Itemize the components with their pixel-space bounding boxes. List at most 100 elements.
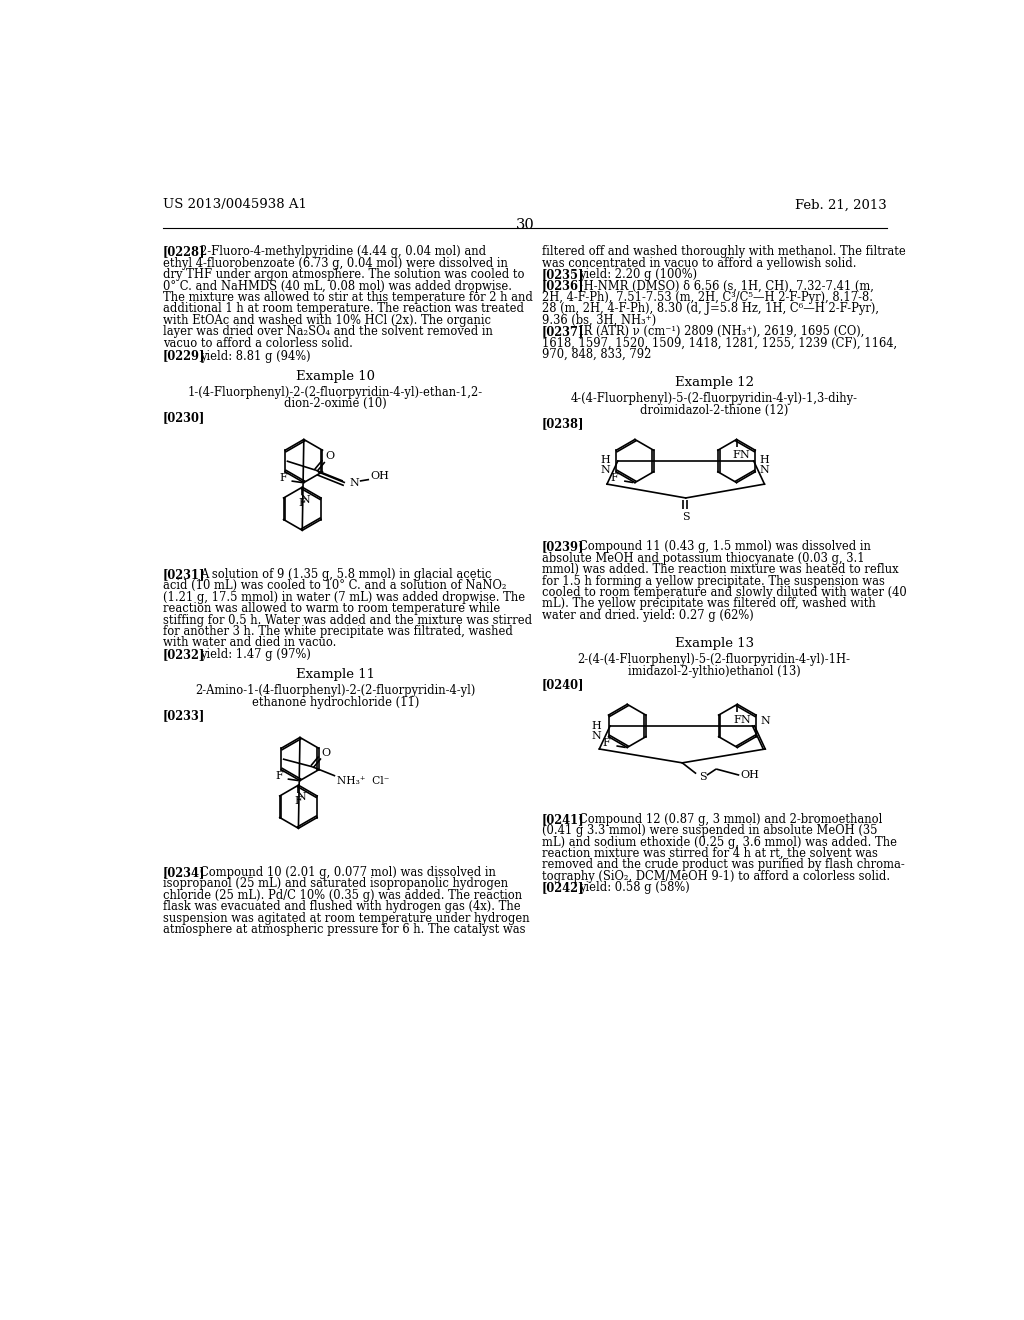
Text: for another 3 h. The white precipitate was filtrated, washed: for another 3 h. The white precipitate w… (163, 624, 513, 638)
Text: 0° C. and NaHMDS (40 mL, 0.08 mol) was added dropwise.: 0° C. and NaHMDS (40 mL, 0.08 mol) was a… (163, 280, 512, 293)
Text: [0229]: [0229] (163, 350, 206, 363)
Text: 970, 848, 833, 792: 970, 848, 833, 792 (542, 348, 651, 360)
Text: cooled to room temperature and slowly diluted with water (40: cooled to room temperature and slowly di… (542, 586, 906, 599)
Text: [0230]: [0230] (163, 411, 205, 424)
Text: Compound 12 (0.87 g, 3 mmol) and 2-bromoethanol: Compound 12 (0.87 g, 3 mmol) and 2-bromo… (579, 813, 882, 826)
Text: N: N (349, 478, 358, 487)
Text: [0239]: [0239] (542, 540, 585, 553)
Text: acid (10 mL) was cooled to 10° C. and a solution of NaNO₂: acid (10 mL) was cooled to 10° C. and a … (163, 579, 507, 593)
Text: 2-Fluoro-4-methylpyridine (4.44 g, 0.04 mol) and: 2-Fluoro-4-methylpyridine (4.44 g, 0.04 … (200, 246, 486, 259)
Text: water and dried. yield: 0.27 g (62%): water and dried. yield: 0.27 g (62%) (542, 609, 754, 622)
Text: reaction was allowed to warm to room temperature while: reaction was allowed to warm to room tem… (163, 602, 500, 615)
Text: [0235]: [0235] (542, 268, 585, 281)
Text: Compound 10 (2.01 g, 0.077 mol) was dissolved in: Compound 10 (2.01 g, 0.077 mol) was diss… (200, 866, 496, 879)
Text: H
N: H N (601, 455, 610, 475)
Text: NH₃⁺  Cl⁻: NH₃⁺ Cl⁻ (337, 776, 389, 785)
Text: [0232]: [0232] (163, 648, 205, 661)
Text: Compound 11 (0.43 g, 1.5 mmol) was dissolved in: Compound 11 (0.43 g, 1.5 mmol) was disso… (579, 540, 870, 553)
Text: [0240]: [0240] (542, 678, 585, 692)
Text: A solution of 9 (1.35 g, 5.8 mmol) in glacial acetic: A solution of 9 (1.35 g, 5.8 mmol) in gl… (200, 568, 492, 581)
Text: Feb. 21, 2013: Feb. 21, 2013 (795, 198, 887, 211)
Text: droimidazol-2-thione (12): droimidazol-2-thione (12) (640, 404, 788, 417)
Text: H
N: H N (591, 721, 601, 742)
Text: 2-Amino-1-(4-fluorphenyl)-2-(2-fluorpyridin-4-yl): 2-Amino-1-(4-fluorphenyl)-2-(2-fluorpyri… (196, 684, 475, 697)
Text: ethyl 4-fluorobenzoate (6.73 g, 0.04 mol) were dissolved in: ethyl 4-fluorobenzoate (6.73 g, 0.04 mol… (163, 257, 508, 269)
Text: N: N (739, 450, 750, 459)
Text: absolute MeOH and potassium thiocyanate (0.03 g, 3.1: absolute MeOH and potassium thiocyanate … (542, 552, 864, 565)
Text: mL). The yellow precipitate was filtered off, washed with: mL). The yellow precipitate was filtered… (542, 597, 876, 610)
Text: 1618, 1597, 1520, 1509, 1418, 1281, 1255, 1239 (CF), 1164,: 1618, 1597, 1520, 1509, 1418, 1281, 1255… (542, 337, 897, 350)
Text: tography (SiO₂, DCM/MeOH 9-1) to afford a colorless solid.: tography (SiO₂, DCM/MeOH 9-1) to afford … (542, 870, 890, 883)
Text: H
N: H N (760, 455, 769, 475)
Text: imidazol-2-ylthio)ethanol (13): imidazol-2-ylthio)ethanol (13) (628, 664, 801, 677)
Text: S: S (699, 772, 707, 781)
Text: mL) and sodium ethoxide (0.25 g, 3.6 mmol) was added. The: mL) and sodium ethoxide (0.25 g, 3.6 mmo… (542, 836, 897, 849)
Text: Example 13: Example 13 (675, 638, 754, 651)
Text: OH: OH (371, 471, 389, 482)
Text: additional 1 h at room temperature. The reaction was treated: additional 1 h at room temperature. The … (163, 302, 524, 315)
Text: O: O (322, 748, 331, 758)
Text: [0233]: [0233] (163, 709, 205, 722)
Text: Example 12: Example 12 (675, 376, 754, 389)
Text: 28 (m, 2H, 4-F-Ph), 8.30 (d, J=5.8 Hz, 1H, C⁶—H 2-F-Pyr),: 28 (m, 2H, 4-F-Ph), 8.30 (d, J=5.8 Hz, 1… (542, 302, 879, 315)
Text: [0237]: [0237] (542, 325, 585, 338)
Text: F: F (275, 771, 283, 781)
Text: N: N (761, 717, 770, 726)
Text: S: S (682, 512, 689, 521)
Text: N: N (297, 792, 306, 803)
Text: (0.41 g 3.3 mmol) were suspended in absolute MeOH (35: (0.41 g 3.3 mmol) were suspended in abso… (542, 824, 878, 837)
Text: [0234]: [0234] (163, 866, 206, 879)
Text: with EtOAc and washed with 10% HCl (2x). The organic: with EtOAc and washed with 10% HCl (2x).… (163, 314, 490, 327)
Text: F: F (298, 498, 306, 508)
Text: vacuo to afford a colorless solid.: vacuo to afford a colorless solid. (163, 337, 353, 350)
Text: 2-(4-(4-Fluorphenyl)-5-(2-fluorpyridin-4-yl)-1H-: 2-(4-(4-Fluorphenyl)-5-(2-fluorpyridin-4… (578, 653, 851, 667)
Text: ethanone hydrochloride (11): ethanone hydrochloride (11) (252, 696, 419, 709)
Text: mmol) was added. The reaction mixture was heated to reflux: mmol) was added. The reaction mixture wa… (542, 564, 898, 576)
Text: [0241]: [0241] (542, 813, 585, 826)
Text: F: F (733, 450, 740, 461)
Text: with water and died in vacuo.: with water and died in vacuo. (163, 636, 336, 649)
Text: yield: 2.20 g (100%): yield: 2.20 g (100%) (579, 268, 696, 281)
Text: dry THF under argon atmosphere. The solution was cooled to: dry THF under argon atmosphere. The solu… (163, 268, 524, 281)
Text: IR (ATR) ν (cm⁻¹) 2809 (NH₃⁺), 2619, 1695 (CO),: IR (ATR) ν (cm⁻¹) 2809 (NH₃⁺), 2619, 169… (579, 325, 864, 338)
Text: F: F (610, 473, 617, 483)
Text: stiffing for 0.5 h. Water was added and the mixture was stirred: stiffing for 0.5 h. Water was added and … (163, 614, 532, 627)
Text: reaction mixture was stirred for 4 h at rt, the solvent was: reaction mixture was stirred for 4 h at … (542, 847, 878, 861)
Text: [0236]: [0236] (542, 280, 585, 293)
Text: O: O (326, 451, 334, 462)
Text: 9.36 (bs, 3H, NH₃⁺): 9.36 (bs, 3H, NH₃⁺) (542, 314, 656, 327)
Text: 30: 30 (515, 218, 535, 232)
Text: ¹H-NMR (DMSO) δ 6.56 (s, 1H, CH), 7.32-7.41 (m,: ¹H-NMR (DMSO) δ 6.56 (s, 1H, CH), 7.32-7… (579, 280, 873, 293)
Text: for 1.5 h forming a yellow precipitate. The suspension was: for 1.5 h forming a yellow precipitate. … (542, 574, 885, 587)
Text: flask was evacuated and flushed with hydrogen gas (4x). The: flask was evacuated and flushed with hyd… (163, 900, 520, 913)
Text: (1.21 g, 17.5 mmol) in water (7 mL) was added dropwise. The: (1.21 g, 17.5 mmol) in water (7 mL) was … (163, 591, 525, 603)
Text: atmosphere at atmospheric pressure for 6 h. The catalyst was: atmosphere at atmospheric pressure for 6… (163, 923, 525, 936)
Text: 1-(4-Fluorphenyl)-2-(2-fluorpyridin-4-yl)-ethan-1,2-: 1-(4-Fluorphenyl)-2-(2-fluorpyridin-4-yl… (187, 385, 483, 399)
Text: was concentrated in vacuo to afford a yellowish solid.: was concentrated in vacuo to afford a ye… (542, 257, 856, 269)
Text: N: N (740, 714, 750, 725)
Text: filtered off and washed thoroughly with methanol. The filtrate: filtered off and washed thoroughly with … (542, 246, 905, 259)
Text: layer was dried over Na₂SO₄ and the solvent removed in: layer was dried over Na₂SO₄ and the solv… (163, 325, 493, 338)
Text: isopropanol (25 mL) and saturated isopropanolic hydrogen: isopropanol (25 mL) and saturated isopro… (163, 878, 508, 891)
Text: yield: 8.81 g (94%): yield: 8.81 g (94%) (200, 350, 310, 363)
Text: 2H, 4-F-Ph), 7.51-7.53 (m, 2H, C³/C⁵—H 2-F-Pyr), 8.17-8.: 2H, 4-F-Ph), 7.51-7.53 (m, 2H, C³/C⁵—H 2… (542, 290, 872, 304)
Text: 4-(4-Fluorphenyl)-5-(2-fluorpyridin-4-yl)-1,3-dihy-: 4-(4-Fluorphenyl)-5-(2-fluorpyridin-4-yl… (570, 392, 858, 405)
Text: [0228]: [0228] (163, 246, 206, 259)
Text: F: F (733, 715, 741, 725)
Text: yield: 1.47 g (97%): yield: 1.47 g (97%) (200, 648, 310, 661)
Text: The mixture was allowed to stir at this temperature for 2 h and: The mixture was allowed to stir at this … (163, 290, 532, 304)
Text: removed and the crude product was purified by flash chroma-: removed and the crude product was purifi… (542, 858, 904, 871)
Text: N: N (300, 495, 310, 504)
Text: F: F (295, 796, 302, 807)
Text: dion-2-oxime (10): dion-2-oxime (10) (284, 397, 387, 411)
Text: [0231]: [0231] (163, 568, 206, 581)
Text: OH: OH (740, 770, 760, 780)
Text: US 2013/0045938 A1: US 2013/0045938 A1 (163, 198, 307, 211)
Text: suspension was agitated at room temperature under hydrogen: suspension was agitated at room temperat… (163, 912, 529, 924)
Text: F: F (280, 473, 287, 483)
Text: yield: 0.58 g (58%): yield: 0.58 g (58%) (579, 882, 689, 894)
Text: F: F (602, 738, 610, 748)
Text: [0238]: [0238] (542, 417, 585, 430)
Text: Example 10: Example 10 (296, 370, 375, 383)
Text: Example 11: Example 11 (296, 668, 375, 681)
